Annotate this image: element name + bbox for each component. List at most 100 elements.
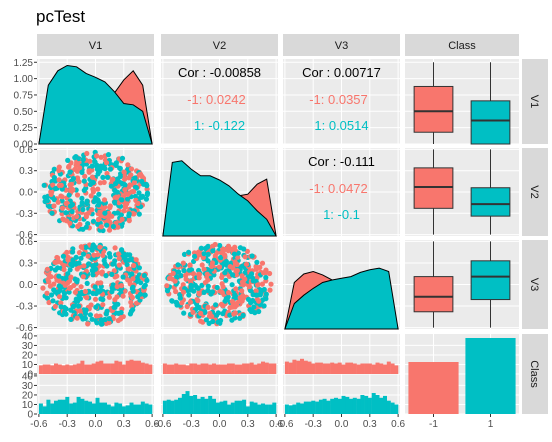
scatter-point — [216, 264, 223, 270]
scatter-point — [122, 187, 128, 193]
scatter-point — [88, 302, 94, 308]
scatter-point — [78, 284, 84, 290]
histogram-bar — [245, 406, 250, 414]
scatter-point — [66, 192, 72, 198]
histogram-bar — [80, 398, 85, 414]
histogram-bar — [234, 400, 239, 414]
box — [413, 167, 454, 209]
scatter-point — [66, 164, 72, 170]
histogram-bar — [360, 363, 365, 374]
scatter-point — [104, 174, 111, 180]
scatter-point — [127, 182, 133, 188]
scatter-point — [98, 224, 104, 230]
scatter-point — [106, 294, 112, 300]
histogram-bar — [345, 362, 350, 374]
scatter-point — [267, 287, 273, 293]
scatter-point — [103, 160, 110, 166]
cor-group-neg1-V1-V3: -1: 0.0357 — [309, 92, 368, 107]
scatter-point — [61, 290, 68, 297]
scatter-point — [180, 260, 186, 266]
scatter-point — [119, 197, 125, 203]
scatter-point — [268, 281, 274, 287]
scatter-point — [223, 296, 229, 302]
histogram-bar — [375, 362, 380, 374]
histogram-bar — [238, 400, 243, 414]
scatter-panel-V3-vs-V2 — [164, 241, 274, 327]
histogram-bar — [103, 402, 107, 414]
scatter-point — [72, 289, 78, 295]
histogram-bar — [356, 364, 361, 374]
scatter-point — [90, 218, 97, 224]
histogram-bar — [307, 401, 312, 414]
y-tick-label-row2: 0.3 — [19, 258, 33, 269]
histogram-bar — [375, 395, 380, 414]
scatter-point — [204, 271, 210, 277]
scatter-point — [114, 273, 120, 279]
scatter-point — [180, 282, 186, 288]
scatter-point — [104, 170, 110, 177]
scatter-point — [239, 263, 245, 269]
histogram-bar — [230, 402, 235, 414]
histogram-bar — [341, 395, 346, 414]
scatter-point — [104, 222, 110, 228]
scatter-point — [124, 262, 130, 268]
histogram-bar — [379, 397, 384, 414]
histogram-bar — [69, 403, 74, 414]
histogram-bar — [386, 400, 391, 414]
scatter-point — [93, 304, 99, 310]
scatter-point — [78, 255, 84, 261]
x-tick-label-col1: -0.3 — [183, 419, 201, 430]
cor-group-1-V1-V3: 1: 0.0514 — [314, 118, 368, 133]
histogram-bar — [189, 363, 194, 374]
scatter-point — [55, 199, 61, 205]
histogram-bar — [125, 405, 130, 414]
y-tick-label-row1: -0.3 — [16, 209, 34, 220]
strip-label-right-1: V2 — [528, 185, 540, 198]
scatter-point — [116, 262, 122, 268]
histogram-bar — [379, 363, 384, 374]
scatter-point — [80, 251, 87, 257]
scatter-point — [187, 299, 193, 305]
histogram-bar — [118, 361, 123, 374]
cor-group-1-V2-V3: 1: -0.1 — [323, 207, 360, 222]
histogram-bar — [95, 361, 100, 374]
scatter-point — [82, 288, 88, 295]
scatter-point — [110, 261, 116, 267]
x-tick-label-col0: 0.6 — [145, 419, 159, 430]
scatter-point — [94, 153, 100, 159]
scatter-point — [67, 169, 73, 175]
scatter-point — [128, 166, 135, 172]
histogram-bar — [88, 401, 92, 414]
scatter-point — [84, 295, 90, 301]
scatter-point — [74, 266, 80, 272]
scatter-point — [85, 253, 91, 259]
scatter-point — [65, 157, 71, 163]
panel-1-2 — [283, 148, 400, 236]
histogram-bar — [76, 396, 81, 414]
scatter-point — [51, 166, 57, 172]
scatter-point — [92, 284, 98, 290]
scatter-point — [254, 259, 260, 265]
left-axis: 0.000.250.500.751.001.25-0.6-0.30.00.30.… — [14, 58, 37, 421]
box — [470, 187, 511, 217]
histogram-bar — [61, 365, 66, 374]
scatter-point — [113, 160, 119, 166]
strip-label-right-3: Class — [528, 360, 540, 388]
scatter-point — [247, 307, 253, 313]
scatter-point — [116, 255, 122, 262]
histogram-bar — [334, 397, 338, 414]
histogram-bar — [322, 398, 327, 414]
histogram-bar — [204, 363, 209, 374]
histogram-bar — [249, 401, 254, 414]
scatter-point — [61, 267, 67, 273]
histogram-bar — [394, 404, 399, 414]
scatter-point — [210, 318, 216, 325]
histogram-bar — [50, 365, 55, 374]
scatter-point — [121, 208, 127, 214]
scatter-point — [190, 309, 196, 315]
scatter-point — [81, 178, 87, 184]
histogram-bar — [129, 359, 134, 374]
histogram-bar — [371, 393, 376, 414]
scatter-point — [119, 216, 125, 222]
histogram-bar — [114, 360, 119, 374]
